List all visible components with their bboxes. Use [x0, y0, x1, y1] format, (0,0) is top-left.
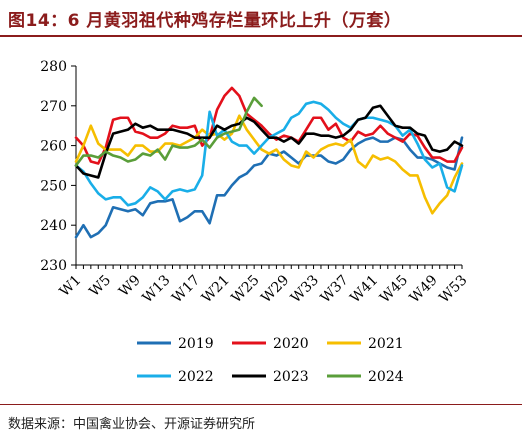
y-tick-label: 250 — [40, 178, 67, 194]
source-rule — [0, 404, 522, 405]
legend-label-2021: 2021 — [368, 336, 404, 352]
x-tick-label: W33 — [288, 272, 322, 306]
legend: 2019 2020 2021 2022 2023 2024 — [137, 336, 404, 385]
x-tick-label: W53 — [436, 272, 470, 306]
source-note: 数据来源：中国禽业协会、开源证券研究所 — [8, 417, 256, 432]
legend-label-2020: 2020 — [273, 336, 309, 352]
series-line-2020 — [74, 86, 464, 165]
x-tick-label: W41 — [347, 272, 381, 306]
x-tick-label: W45 — [377, 272, 411, 306]
x-tick-label: W29 — [258, 272, 292, 306]
y-tick-label: 240 — [40, 218, 67, 234]
series-line-2023 — [74, 104, 464, 179]
chart-title: 图14：6 月黄羽祖代种鸡存栏量环比上升（万套） — [8, 11, 402, 31]
y-tick-label: 280 — [40, 59, 67, 75]
legend-label-2023: 2023 — [273, 369, 309, 385]
legend-label-2022: 2022 — [178, 369, 214, 385]
title-bar: 图14：6 月黄羽祖代种鸡存栏量环比上升（万套） — [0, 0, 522, 38]
series-line-2021 — [74, 114, 464, 215]
y-tick-label: 260 — [40, 139, 67, 155]
y-tick-label: 230 — [40, 258, 67, 274]
series-lines — [74, 86, 464, 239]
x-tick-label: W5 — [86, 272, 114, 300]
series-line-2024 — [74, 96, 263, 167]
legend-label-2024: 2024 — [368, 369, 404, 385]
x-tick-label: W37 — [318, 272, 352, 306]
y-tick-label: 270 — [40, 99, 67, 115]
title-rule — [0, 35, 522, 37]
x-tick-label: W21 — [199, 272, 233, 306]
x-tick-label: W13 — [139, 272, 173, 306]
x-tick-label: W17 — [169, 272, 203, 306]
legend-label-2019: 2019 — [178, 336, 214, 352]
x-tick-label: W49 — [407, 272, 441, 306]
x-tick-label: W25 — [229, 272, 263, 306]
x-tick-label: W1 — [57, 272, 85, 300]
